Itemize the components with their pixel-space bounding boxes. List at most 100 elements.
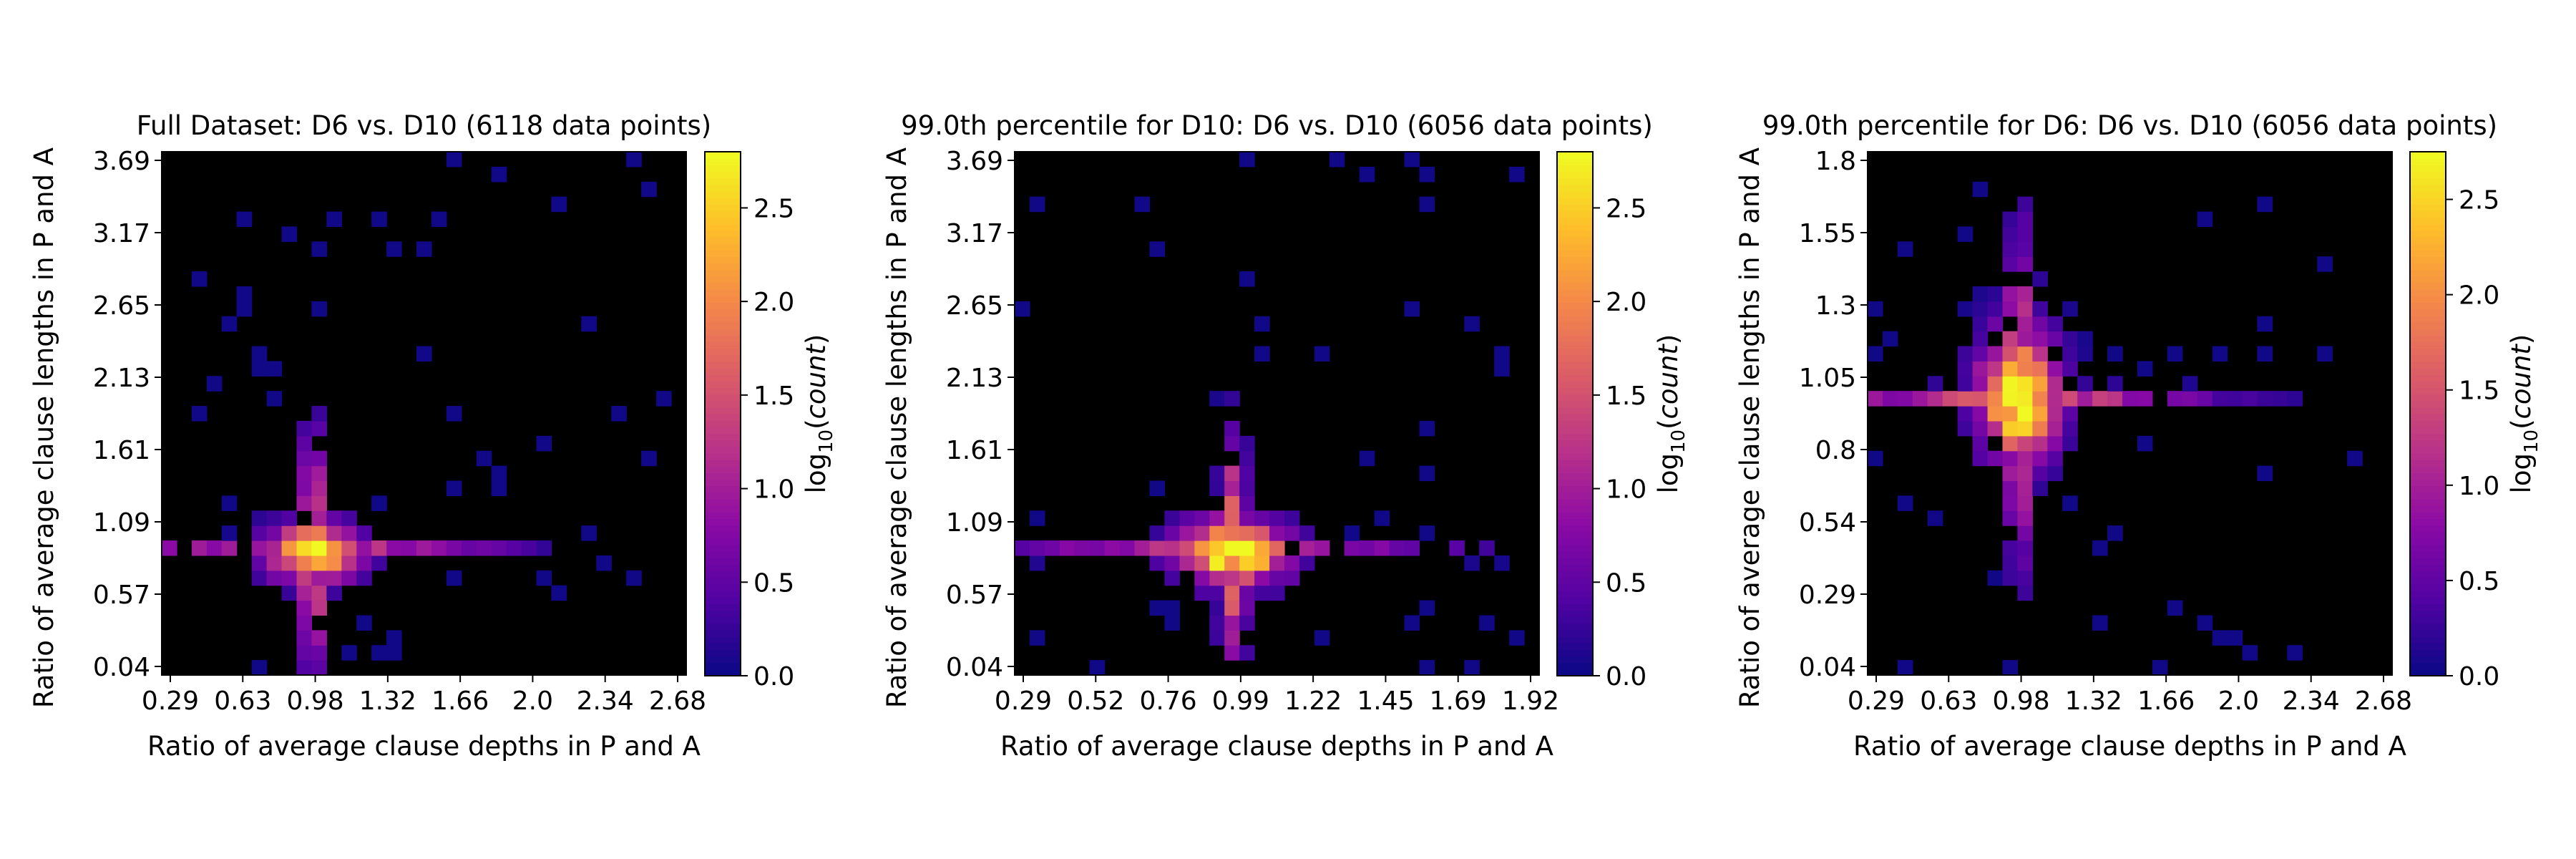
colorbar-segment (1557, 591, 1593, 598)
colorbar-segment (1557, 629, 1593, 637)
heatmap-cell (371, 211, 387, 228)
heatmap-cell (2017, 420, 2033, 437)
heatmap-cell (1209, 525, 1225, 541)
heatmap-cell (2032, 435, 2048, 452)
colorbar-segment (705, 466, 741, 473)
colorbar-segment (1557, 165, 1593, 173)
colorbar-segment (1557, 636, 1593, 644)
colorbar-segment (1557, 230, 1593, 238)
colorbar-segment (2410, 427, 2446, 435)
heatmap-cell (536, 570, 552, 586)
heatmap-cell (2257, 391, 2273, 407)
colorbar-segment (2410, 452, 2446, 460)
heatmap-cell (1239, 585, 1255, 601)
colorbar-segment (705, 649, 741, 657)
colorbar-segment (2410, 623, 2446, 631)
colorbar-segment (2410, 243, 2446, 251)
colorbar-frame (2409, 151, 2446, 676)
heatmap-cell (2077, 331, 2093, 347)
colorbar-segment (2410, 210, 2446, 218)
colorbar-segment (1557, 512, 1593, 519)
heatmap-cell (1239, 615, 1255, 631)
colorbar-segment (2410, 433, 2446, 441)
colorbar-segment (1557, 309, 1593, 316)
x-tick-label: 0.29 (995, 686, 1052, 716)
heatmap-cell (2047, 406, 2063, 422)
heatmap-cell (2047, 361, 2063, 377)
heatmap-cell (311, 510, 327, 526)
colorbar-segment (1557, 335, 1593, 342)
colorbar-segment (2410, 256, 2446, 264)
heatmap-cell (1987, 361, 2004, 377)
colorbar-segment (2410, 512, 2446, 519)
heatmap-cell (1209, 465, 1225, 482)
heatmap-cell (2002, 465, 2019, 482)
heatmap-cell (296, 585, 313, 601)
heatmap-cell (1972, 181, 1989, 198)
colorbar-segment (2410, 171, 2446, 179)
colorbar-segment (1557, 256, 1593, 264)
heatmap-cell (2287, 645, 2303, 661)
heatmap-cell (281, 540, 298, 556)
heatmap-cell (1224, 570, 1240, 586)
heatmap-cell (206, 376, 223, 392)
colorbar-segment (2410, 348, 2446, 356)
heatmap-cell (1254, 510, 1270, 526)
heatmap-cell (251, 570, 268, 586)
colorbar-segment (1557, 571, 1593, 578)
colorbar-segment (705, 329, 741, 336)
heatmap-cell (1239, 271, 1255, 287)
colorbar-tick-label: 2.0 (2459, 281, 2499, 311)
colorbar-segment (1557, 354, 1593, 362)
colorbar-segment (2410, 329, 2446, 336)
heatmap-cell (446, 406, 462, 422)
colorbar-segment (2410, 263, 2446, 271)
heatmap-cell (1419, 420, 1435, 437)
heatmap-cell (2017, 196, 2033, 213)
heatmap-cell (2032, 331, 2048, 347)
heatmap-cell (2017, 406, 2033, 422)
heatmap-cell (1957, 376, 1974, 392)
heatmap-cell (2047, 435, 2063, 452)
heatmap-cell (1299, 525, 1315, 541)
colorbar-segment (2410, 414, 2446, 421)
heatmap-cell (1029, 555, 1045, 571)
heatmap-cell (1164, 510, 1180, 526)
heatmap-cell (1912, 391, 1928, 407)
heatmap-cell (461, 540, 477, 556)
colorbar-segment (2410, 269, 2446, 277)
heatmap-cell (2062, 420, 2078, 437)
heatmap-cell (656, 391, 672, 407)
heatmap-cell (2137, 361, 2153, 377)
heatmap-cell (581, 525, 597, 541)
colorbar-segment (1557, 184, 1593, 192)
heatmap-cell (341, 570, 357, 586)
colorbar-tick-label: 0.5 (1606, 568, 1646, 598)
colorbar-segment (1557, 269, 1593, 277)
colorbar-segment (2410, 610, 2446, 618)
colorbar-segment (2410, 656, 2446, 664)
heatmap-cell (2032, 465, 2048, 482)
heatmap-cell (2287, 391, 2303, 407)
heatmap-cell (596, 555, 612, 571)
heatmap-cell (1179, 510, 1195, 526)
colorbar-segment (705, 381, 741, 388)
heatmap-cell (1882, 331, 1898, 347)
colorbar-segment (2410, 597, 2446, 604)
heatmap-cell (2107, 391, 2123, 407)
heatmap-cell (326, 510, 342, 526)
heatmap-cell (2032, 301, 2048, 317)
colorbar-segment (1557, 407, 1593, 414)
heatmap-cell (311, 420, 327, 437)
colorbar-segment (1557, 400, 1593, 408)
heatmap-cell (2002, 660, 2019, 676)
colorbar-segment (1557, 616, 1593, 624)
heatmap-cell (2047, 331, 2063, 347)
colorbar-frame (1556, 151, 1594, 676)
y-axis-label: Ratio of average clause lengths in P and… (1735, 147, 1765, 708)
heatmap-cell (2062, 435, 2078, 452)
heatmap-cell (1044, 540, 1060, 556)
heatmap-cell (386, 645, 402, 661)
colorbar-segment (1557, 190, 1593, 198)
heatmap-cell (2002, 346, 2019, 361)
